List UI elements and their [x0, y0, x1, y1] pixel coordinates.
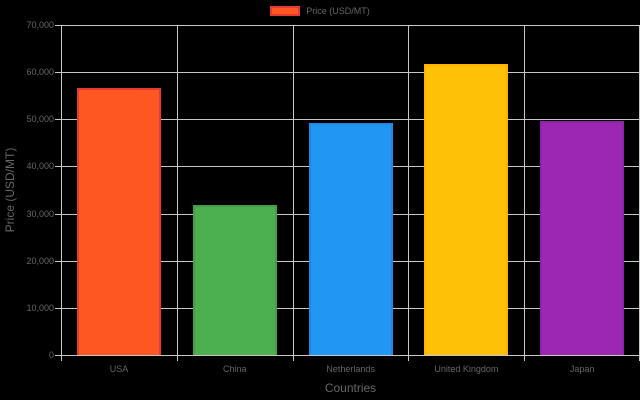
plot-area	[55, 25, 640, 361]
y-tick-label: 30,000	[26, 208, 54, 219]
bar-netherlands[interactable]	[308, 123, 393, 355]
x-tick-label: USA	[109, 364, 129, 374]
x-tick-label: Japan	[569, 364, 595, 374]
legend[interactable]: Price (USD/MT)	[0, 6, 640, 16]
gridline-vertical	[408, 25, 410, 361]
x-tick-label: China	[223, 364, 247, 374]
x-tick-label: United Kingdom	[434, 364, 499, 374]
gridline-vertical	[176, 25, 178, 361]
y-tick-label: 40,000	[26, 161, 54, 172]
bar-china[interactable]	[192, 205, 277, 355]
gridline-vertical	[292, 25, 294, 361]
y-tick-label: 70,000	[26, 20, 54, 30]
gridline-horizontal	[55, 355, 640, 356]
gridline-horizontal	[55, 72, 640, 74]
y-tick-label: 10,000	[26, 302, 54, 313]
legend-label: Price (USD/MT)	[306, 6, 370, 16]
bar-usa[interactable]	[76, 88, 161, 355]
x-tick-label: Netherlands	[326, 364, 375, 374]
y-tick-label: 60,000	[26, 67, 54, 78]
y-axis-title: Price (USD/MT)	[3, 147, 17, 233]
y-tick-label: 20,000	[26, 255, 54, 266]
y-tick-label: 50,000	[26, 114, 54, 125]
gridline-vertical	[61, 25, 62, 361]
bar-united-kingdom[interactable]	[424, 64, 509, 355]
y-tick-label: 0	[48, 350, 54, 360]
gridline-vertical	[524, 25, 526, 361]
gridline-horizontal	[55, 119, 640, 121]
gridline-horizontal	[55, 25, 640, 26]
x-axis-title: Countries	[324, 381, 377, 395]
legend-swatch	[270, 6, 301, 16]
bar-japan[interactable]	[540, 120, 625, 355]
